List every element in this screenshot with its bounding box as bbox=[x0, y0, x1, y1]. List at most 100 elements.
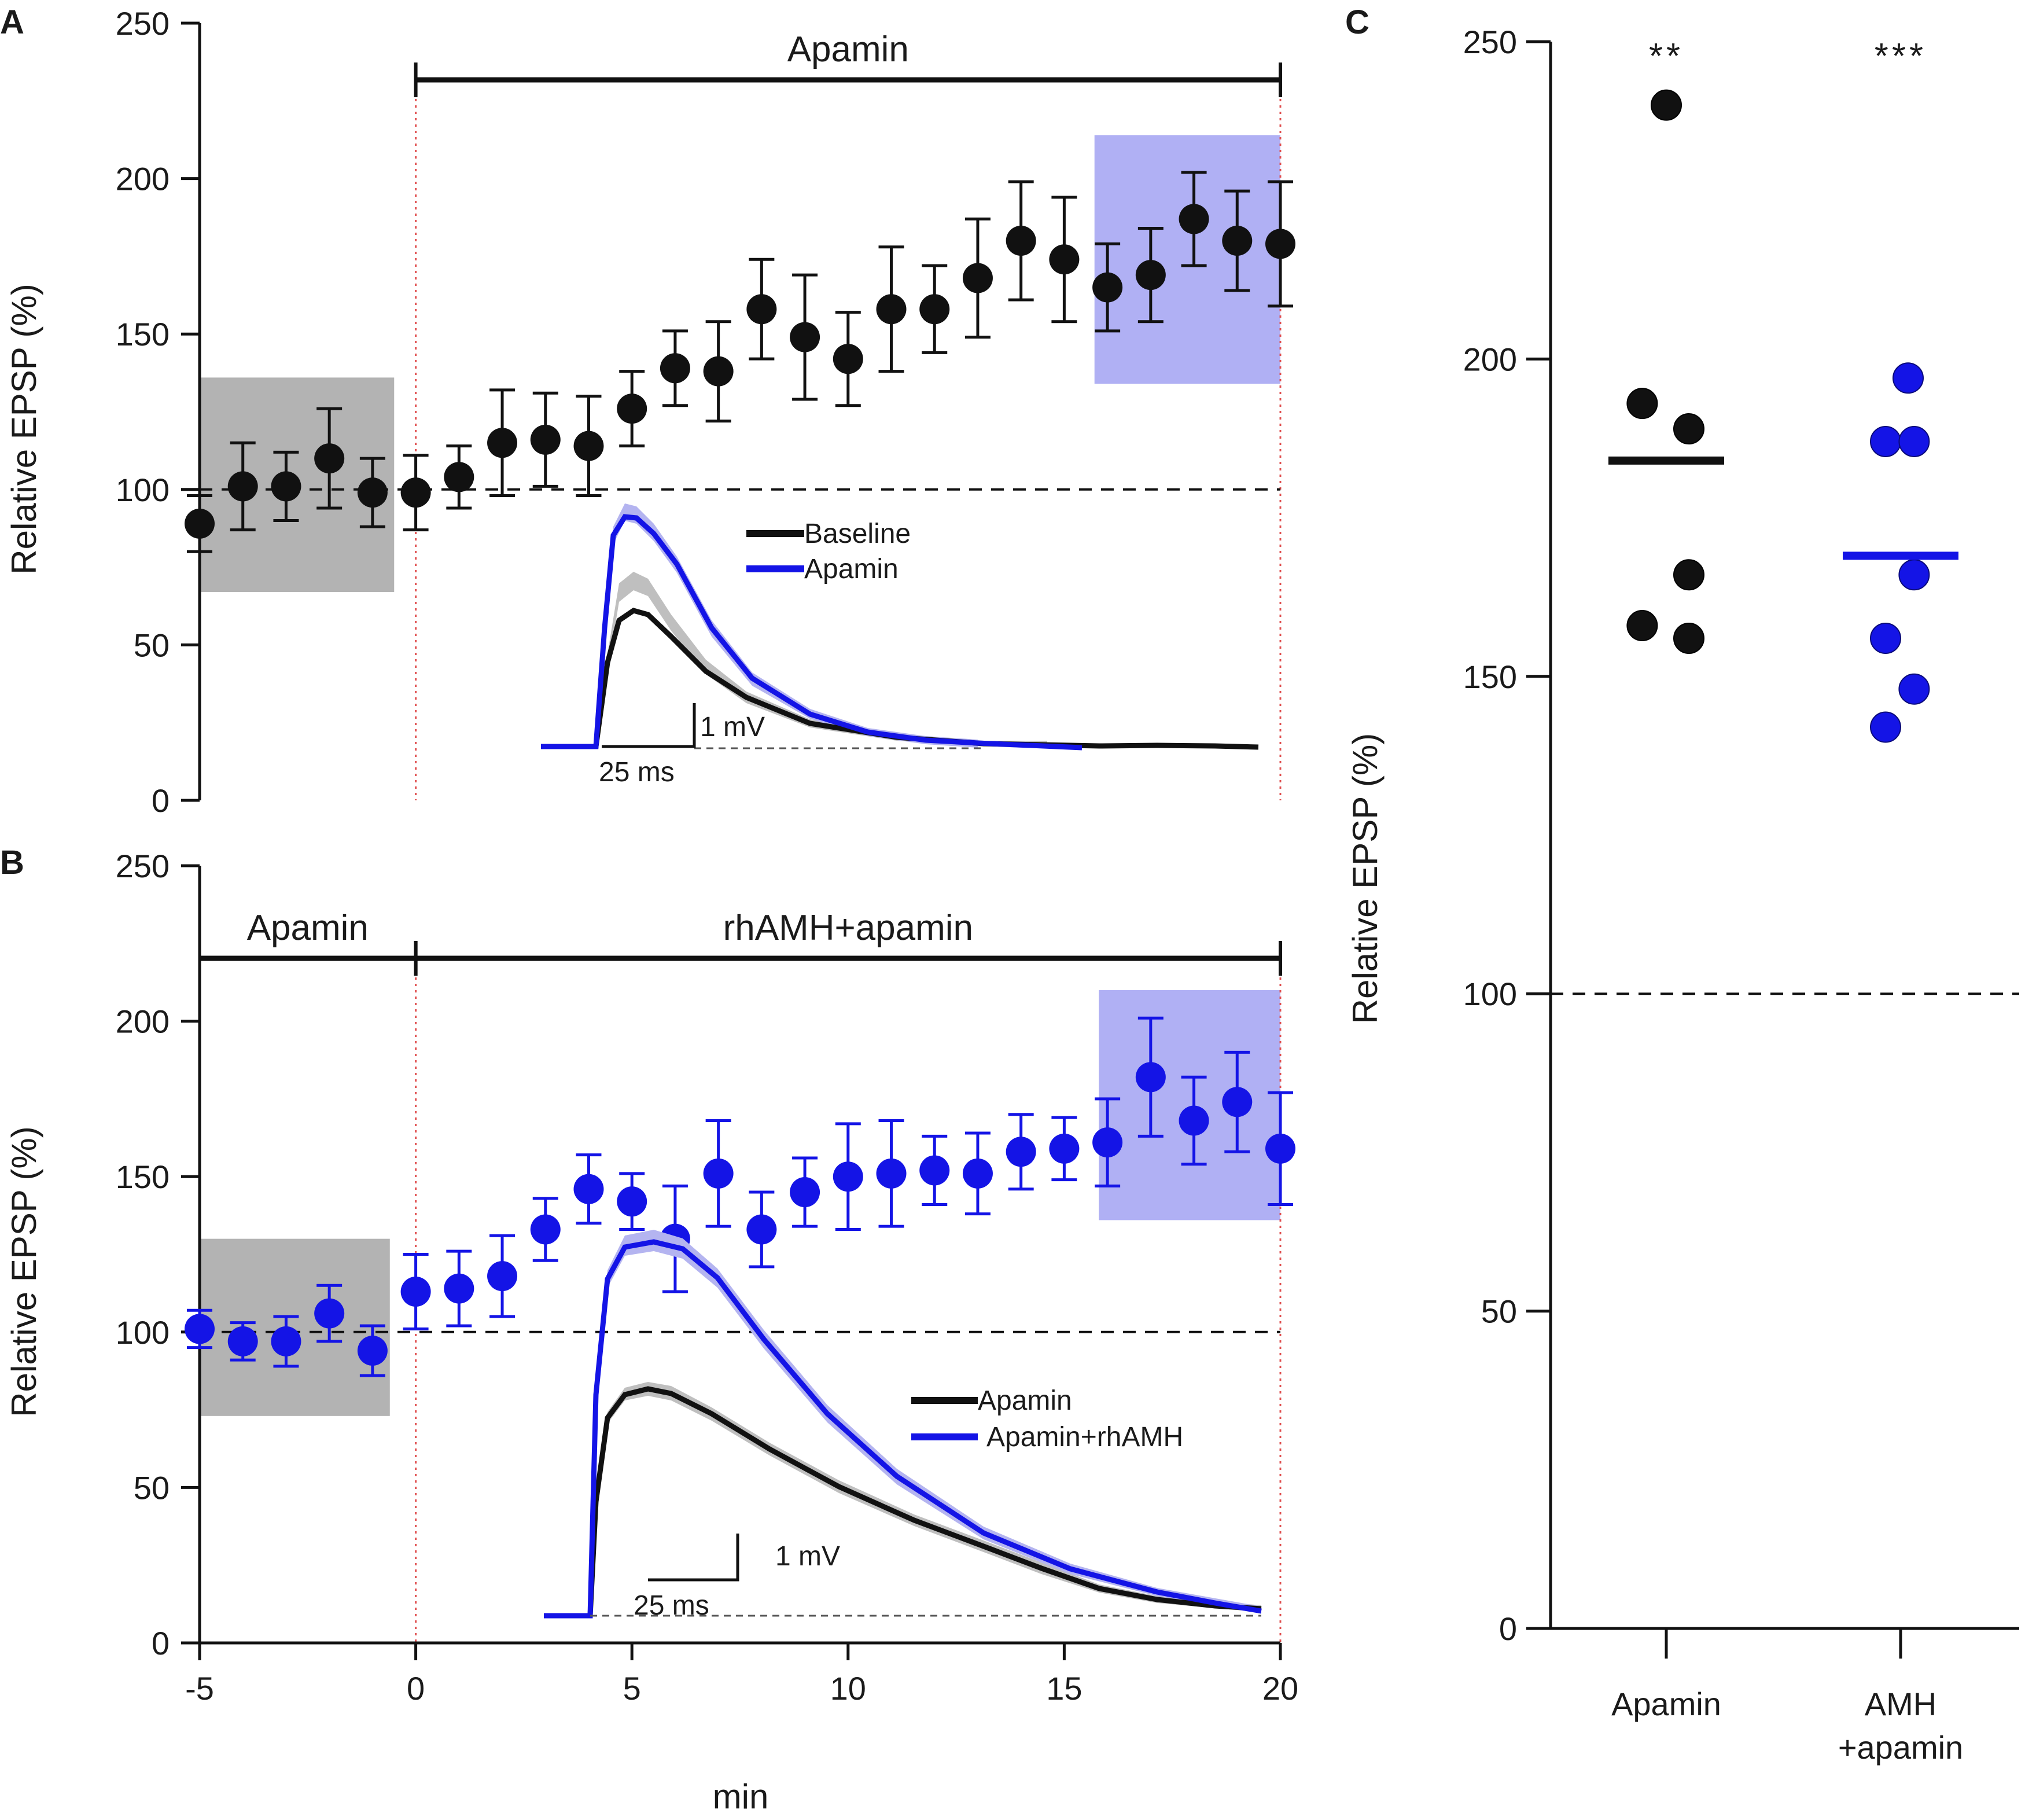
y-tick-label: 150 bbox=[1463, 659, 1517, 695]
data-point bbox=[703, 356, 734, 387]
data-point bbox=[1006, 1137, 1036, 1167]
data-point bbox=[1265, 229, 1295, 259]
panel-a-baseline-trace-band bbox=[541, 572, 1047, 748]
panel-b-legend-rhamh: Apamin+rhAMH bbox=[986, 1422, 1183, 1453]
data-point bbox=[1135, 260, 1166, 291]
data-point bbox=[314, 443, 345, 474]
drug-bar-label: rhAMH+apamin bbox=[723, 908, 973, 948]
y-tick-label: 200 bbox=[116, 1003, 170, 1040]
y-tick-label: 250 bbox=[1463, 24, 1517, 60]
data-point bbox=[1222, 1087, 1253, 1117]
panel-a: A 0 50 100 150 200 250 Relative EPSP (%) Apam… bbox=[0, 3, 1295, 819]
y-tick-label: 0 bbox=[152, 782, 170, 819]
panel-b-rhamh-trace bbox=[544, 1239, 1262, 1619]
x-ticks: -5 0 5 10 15 20 bbox=[185, 1643, 1298, 1707]
data-point bbox=[357, 1336, 388, 1366]
x-tick-label: 5 bbox=[623, 1670, 641, 1707]
data-point bbox=[1049, 244, 1080, 275]
panel-b-apamin-trace bbox=[544, 1386, 1262, 1619]
panel-a-legend-baseline: Baseline bbox=[804, 519, 911, 549]
data-point bbox=[227, 1326, 258, 1356]
data-point bbox=[1135, 1062, 1166, 1093]
y-tick-label: 50 bbox=[134, 627, 170, 663]
data-point bbox=[1673, 622, 1704, 654]
data-point bbox=[573, 1174, 604, 1204]
x-tick-label: 10 bbox=[830, 1670, 866, 1707]
data-point bbox=[790, 322, 820, 352]
x-tick-label: 20 bbox=[1262, 1670, 1298, 1707]
y-tick-label: 150 bbox=[116, 1159, 170, 1195]
y-tick-label: 50 bbox=[134, 1469, 170, 1506]
panel-b-scale-h-label: 25 ms bbox=[634, 1590, 709, 1621]
panel-c-letter: C bbox=[1345, 3, 1369, 41]
panel-b-letter: B bbox=[0, 844, 24, 881]
y-tick-label: 0 bbox=[152, 1625, 170, 1661]
y-tick-label: 100 bbox=[116, 1314, 170, 1351]
panel-b-drug-bars: Apamin rhAMH+apamin bbox=[200, 908, 1282, 976]
y-tick-label: 100 bbox=[1463, 976, 1517, 1012]
y-tick-label: 50 bbox=[1481, 1293, 1517, 1330]
data-point bbox=[487, 1261, 518, 1292]
panel-a-letter: A bbox=[0, 3, 24, 41]
y-tick-label: 250 bbox=[116, 848, 170, 884]
data-point bbox=[1049, 1133, 1080, 1164]
panel-b-scale-v-label: 1 mV bbox=[775, 1541, 840, 1572]
panel-b-y-ticks: 0 50 100 150 200 250 bbox=[116, 848, 200, 1661]
panel-b-late-shade bbox=[1099, 990, 1280, 1220]
data-point bbox=[1870, 711, 1901, 743]
data-point bbox=[444, 1273, 474, 1304]
data-point bbox=[1265, 1133, 1295, 1164]
data-point bbox=[185, 508, 215, 539]
data-point bbox=[227, 471, 258, 502]
data-point bbox=[271, 471, 301, 502]
data-point bbox=[919, 1155, 950, 1186]
data-point bbox=[617, 1186, 647, 1217]
x-axis-title: min bbox=[713, 1777, 769, 1816]
data-point bbox=[1626, 388, 1658, 420]
data-point bbox=[746, 294, 777, 325]
panel-a-drug-bars: Apamin bbox=[414, 30, 1282, 97]
x-tick-label: 0 bbox=[407, 1670, 425, 1707]
category-label: +apamin bbox=[1838, 1729, 1963, 1766]
data-point bbox=[1092, 1127, 1123, 1158]
data-point bbox=[1222, 226, 1253, 256]
panel-b-baseline-shade bbox=[200, 1238, 390, 1416]
data-point bbox=[1092, 272, 1123, 303]
drug-bar-label: Apamin bbox=[247, 908, 369, 948]
data-point bbox=[271, 1326, 301, 1356]
data-point bbox=[790, 1177, 820, 1208]
panel-a-inset: 1 mV 25 ms Baseline Apamin bbox=[541, 503, 1259, 788]
x-tick-label: -5 bbox=[185, 1670, 214, 1707]
data-point bbox=[746, 1214, 777, 1245]
category-label: AMH bbox=[1865, 1686, 1936, 1722]
data-point bbox=[185, 1314, 215, 1344]
panel-a-scale-bar bbox=[602, 703, 696, 748]
data-point bbox=[357, 477, 388, 508]
y-tick-label: 150 bbox=[116, 316, 170, 352]
data-point bbox=[1673, 559, 1704, 591]
data-point bbox=[876, 1158, 907, 1189]
data-point bbox=[1006, 226, 1036, 256]
y-tick-label: 100 bbox=[116, 472, 170, 508]
panel-a-data-points bbox=[185, 171, 1295, 553]
panel-b-y-axis-title: Relative EPSP (%) bbox=[5, 1126, 43, 1417]
panel-c-y-axis-title: Relative EPSP (%) bbox=[1346, 733, 1385, 1024]
panel-a-scale-v-label: 1 mV bbox=[700, 712, 765, 742]
panel-b-legend-apamin: Apamin bbox=[978, 1385, 1072, 1416]
data-point bbox=[1626, 610, 1658, 642]
panel-c-groups: Apamin ** AMH +apamin *** bbox=[1608, 36, 1963, 1766]
y-tick-label: 0 bbox=[1499, 1611, 1517, 1647]
data-point bbox=[487, 428, 518, 458]
significance-marker: ** bbox=[1649, 36, 1684, 76]
data-point bbox=[1870, 425, 1901, 457]
data-point bbox=[530, 1214, 561, 1245]
data-point bbox=[1893, 362, 1924, 394]
y-tick-label: 200 bbox=[1463, 341, 1517, 377]
data-point bbox=[833, 1161, 863, 1192]
data-point bbox=[962, 1158, 993, 1189]
data-point bbox=[876, 294, 907, 325]
panel-a-y-axis-title: Relative EPSP (%) bbox=[5, 284, 43, 574]
data-point bbox=[1651, 89, 1682, 121]
